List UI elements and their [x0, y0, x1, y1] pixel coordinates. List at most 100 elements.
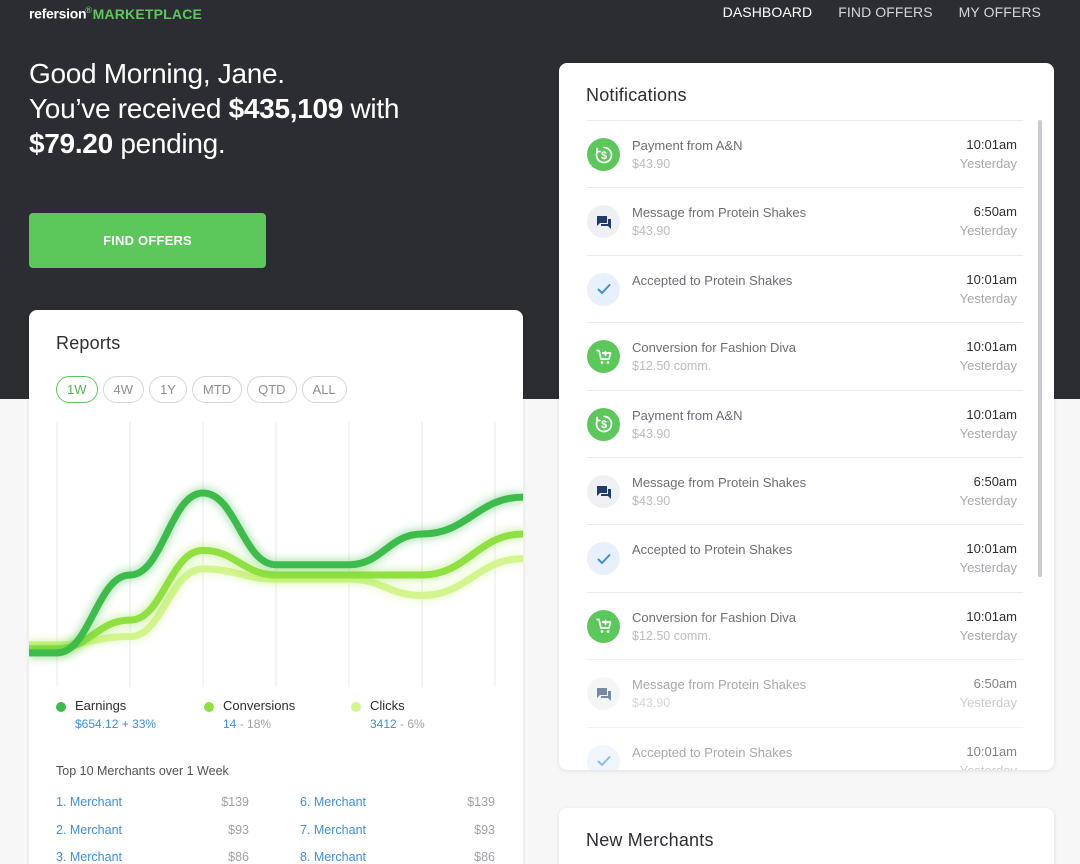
notifications-title: Notifications [586, 85, 687, 105]
notification-time: 6:50am [973, 204, 1017, 220]
notification-time: 6:50am [973, 474, 1017, 489]
notification-day: Yesterday [959, 156, 1017, 171]
pending-line: $79.20 pending. [29, 126, 399, 161]
check-icon [587, 744, 620, 770]
find-offers-button[interactable]: FIND OFFERS [29, 213, 266, 268]
notification-time: 10:01am [966, 137, 1017, 152]
merchant-value: $86 [474, 850, 495, 864]
notification-item[interactable]: Message from Protein Shakes $43.90 6:50am Y… [587, 187, 1023, 254]
period-all[interactable]: ALL [301, 376, 347, 403]
check-icon [587, 272, 620, 306]
clicks-change: - 6% [396, 717, 425, 731]
merchant-name[interactable]: 8. Merchant [300, 850, 367, 864]
notification-item[interactable]: Accepted to Protein Shakes 10:01am Yesterd… [587, 726, 1023, 770]
notification-day: Yesterday [959, 223, 1017, 239]
received-prefix: You’ve received [29, 93, 229, 124]
nav-my-offers[interactable]: MY OFFERS [958, 4, 1041, 20]
dollar-icon: $ [587, 407, 620, 441]
notification-amount: $43.90 [632, 426, 671, 441]
legend-clicks-value: 3412 - 6% [370, 717, 425, 731]
notification-title: Message from Protein Shakes [632, 205, 807, 221]
svg-text:$: $ [600, 150, 606, 162]
merchant-name[interactable]: 7. Merchant [300, 823, 367, 837]
merchant-name[interactable]: 3. Merchant [56, 850, 123, 864]
notification-item[interactable]: Conversion for Fashion Diva $12.50 comm. 1… [587, 322, 1023, 389]
notification-item[interactable]: Message from Protein Shakes $43.90 6:50am Y… [587, 457, 1023, 524]
period-1y[interactable]: 1Y [149, 376, 187, 403]
greeting: Good Morning, Jane. You’ve received $435… [29, 56, 399, 161]
earnings-change: + 33% [118, 717, 157, 731]
notification-item[interactable]: Conversion for Fashion Diva $12.50 comm. 1… [587, 591, 1023, 659]
received-amount: $435,109 [228, 93, 344, 124]
received-suffix: with [343, 93, 400, 124]
notification-time: 10:01am [966, 541, 1017, 557]
notification-title: Message from Protein Shakes [632, 677, 807, 693]
notification-time: 6:50am [973, 676, 1017, 692]
legend-conversions-name: Conversions [223, 698, 296, 713]
top-nav: DASHBOARD FIND OFFERS MY OFFERS [723, 4, 1041, 20]
nav-find-offers[interactable]: FIND OFFERS [838, 4, 933, 20]
merchant-name[interactable]: 6. Merchant [300, 795, 367, 809]
notification-day: Yesterday [959, 358, 1017, 374]
notification-time: 10:01am [966, 406, 1017, 422]
check-icon [587, 542, 620, 576]
cart-icon [587, 340, 620, 374]
notification-title: Accepted to Protein Shakes [632, 272, 793, 288]
notification-item[interactable]: Message from Protein Shakes $43.90 6:50am Y… [587, 659, 1023, 726]
notification-time: 10:01am [966, 271, 1017, 287]
notification-item[interactable]: Accepted to Protein Shakes 10:01am Yesterd… [587, 254, 1023, 322]
reports-card: Reports 1W 4W 1Y MTD QTD ALL Earnings $6… [29, 310, 523, 864]
period-1w[interactable]: 1W [56, 376, 98, 403]
notifications-card: Notifications $ Payment from A&N $43.90 10:… [559, 63, 1054, 770]
notification-day: Yesterday [959, 493, 1017, 508]
legend-clicks-name: Clicks [370, 698, 405, 713]
reports-title: Reports [56, 333, 121, 353]
notifications-scrollbar[interactable] [1038, 120, 1042, 577]
received-line: You’ve received $435,109 with [29, 91, 399, 126]
brand-name: refersion [29, 5, 87, 22]
notification-item[interactable]: $ Payment from A&N $43.90 10:01am Yesterday [587, 120, 1023, 187]
notification-title: Payment from A&N [632, 407, 743, 423]
legend-earnings-name: Earnings [75, 698, 127, 713]
notification-day: Yesterday [959, 627, 1017, 643]
notification-amount: $12.50 comm. [632, 628, 712, 643]
notification-title: Message from Protein Shakes [632, 475, 807, 490]
cart-icon [587, 609, 620, 643]
merchant-name[interactable]: 2. Merchant [56, 823, 123, 837]
period-4w[interactable]: 4W [102, 376, 144, 403]
greeting-line: Good Morning, Jane. [29, 58, 285, 89]
series-line-earnings [29, 489, 523, 657]
period-selector: 1W 4W 1Y MTD QTD ALL [56, 376, 347, 403]
merchant-value: $139 [221, 795, 249, 809]
notification-title: Accepted to Protein Shakes [632, 744, 793, 760]
merchant-value: $139 [467, 795, 495, 809]
nav-dashboard[interactable]: DASHBOARD [722, 4, 813, 20]
notification-day: Yesterday [960, 763, 1017, 770]
brand-logo[interactable]: refersion®MARKETPLACE [29, 5, 202, 22]
notification-amount: $43.90 [632, 157, 671, 171]
merchant-name[interactable]: 1. Merchant [56, 795, 123, 809]
pending-amount: $79.20 [29, 128, 113, 159]
notification-title: Accepted to Protein Shakes [632, 542, 793, 558]
notification-time: 10:01am [966, 339, 1017, 355]
period-qtd[interactable]: QTD [247, 376, 297, 403]
notification-day: Yesterday [959, 425, 1017, 441]
notification-amount: $12.50 comm. [632, 359, 712, 374]
notification-time: 10:01am [966, 743, 1017, 759]
brand-registered-mark: ® [85, 5, 92, 15]
notification-item[interactable]: $ Payment from A&N $43.90 10:01am Yesterday [587, 389, 1023, 457]
notification-day: Yesterday [959, 290, 1017, 306]
notification-title: Conversion for Fashion Diva [632, 609, 797, 625]
notification-item[interactable]: Accepted to Protein Shakes 10:01am Yesterd… [587, 524, 1023, 591]
brand-product: MARKETPLACE [92, 5, 203, 22]
notification-amount: $43.90 [632, 224, 671, 239]
clicks-dot [351, 702, 361, 712]
reports-line-chart [29, 422, 523, 687]
period-mtd[interactable]: MTD [191, 376, 243, 403]
conversions-dot [204, 702, 214, 712]
dollar-icon: $ [587, 138, 620, 171]
message-icon [587, 677, 620, 711]
top-merchants-title: Top 10 Merchants over 1 Week [56, 764, 229, 778]
notification-title: Payment from A&N [632, 138, 743, 153]
earnings-value: $654.12 [75, 717, 119, 731]
